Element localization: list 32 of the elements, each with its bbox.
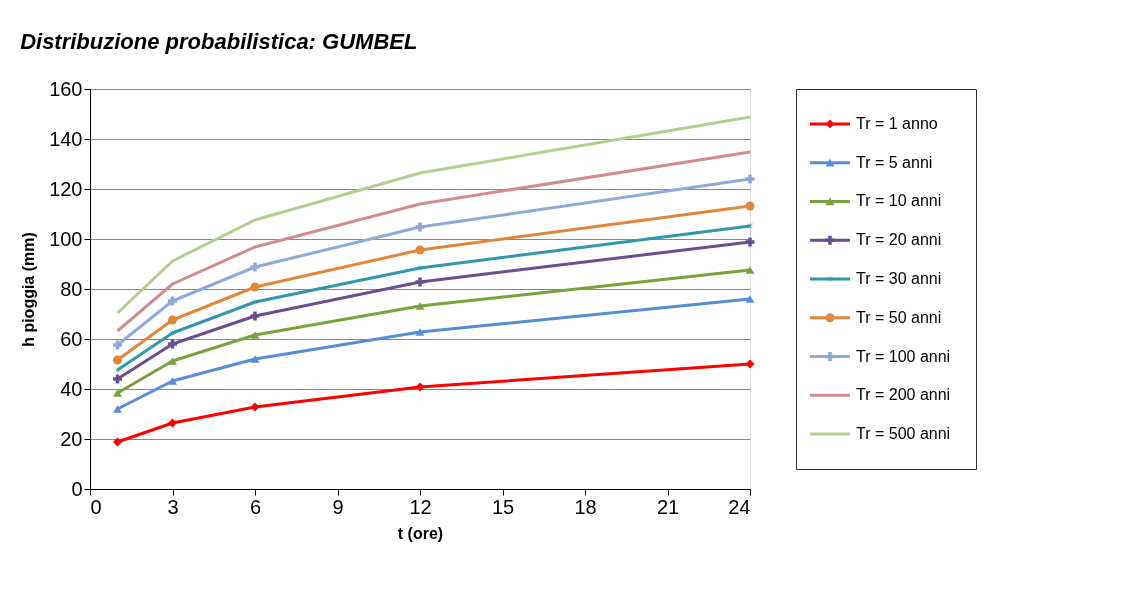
- legend-label: Tr = 5 anni: [856, 153, 933, 171]
- y-axis-title: h pioggia (mm): [20, 232, 38, 347]
- legend-label: Tr = 10 anni: [856, 192, 942, 210]
- y-tick-label: 140: [49, 127, 83, 150]
- legend-label: Tr = 50 anni: [856, 308, 942, 326]
- y-tick-label: 80: [60, 277, 83, 300]
- x-tick-label: 24: [728, 495, 751, 518]
- line-series: [116, 115, 752, 315]
- y-tick-label: 60: [60, 327, 83, 350]
- y-tick-label: 40: [60, 377, 83, 400]
- x-tick-label: 15: [491, 495, 515, 518]
- y-tick-label: 100: [49, 227, 83, 250]
- line-series: [116, 150, 752, 333]
- chart-title: Distribuzione probabilistica: GUMBEL: [20, 28, 418, 54]
- x-tick-label: 0: [90, 495, 102, 518]
- y-tick-label: 160: [49, 77, 83, 100]
- legend-label: Tr = 200 anni: [856, 386, 951, 404]
- x-tick-label: 9: [332, 495, 344, 518]
- x-tick-label: 21: [656, 495, 680, 518]
- y-tick-label: 0: [71, 477, 83, 500]
- legend-label: Tr = 30 anni: [856, 270, 942, 287]
- legend-label: Tr = 500 anni: [856, 425, 951, 443]
- x-axis-title: t (ore): [397, 524, 444, 542]
- legend-label: Tr = 1 anno: [856, 114, 938, 132]
- y-tick-label: 120: [49, 177, 83, 200]
- x-tick-label: 6: [249, 495, 262, 518]
- legend-label: Tr = 20 anni: [856, 231, 942, 249]
- x-tick-label: 3: [167, 495, 179, 518]
- legend-label: Tr = 100 anni: [856, 347, 951, 365]
- y-tick-label: 20: [60, 427, 83, 450]
- x-tick-label: 18: [574, 495, 597, 518]
- x-tick-label: 12: [409, 495, 432, 518]
